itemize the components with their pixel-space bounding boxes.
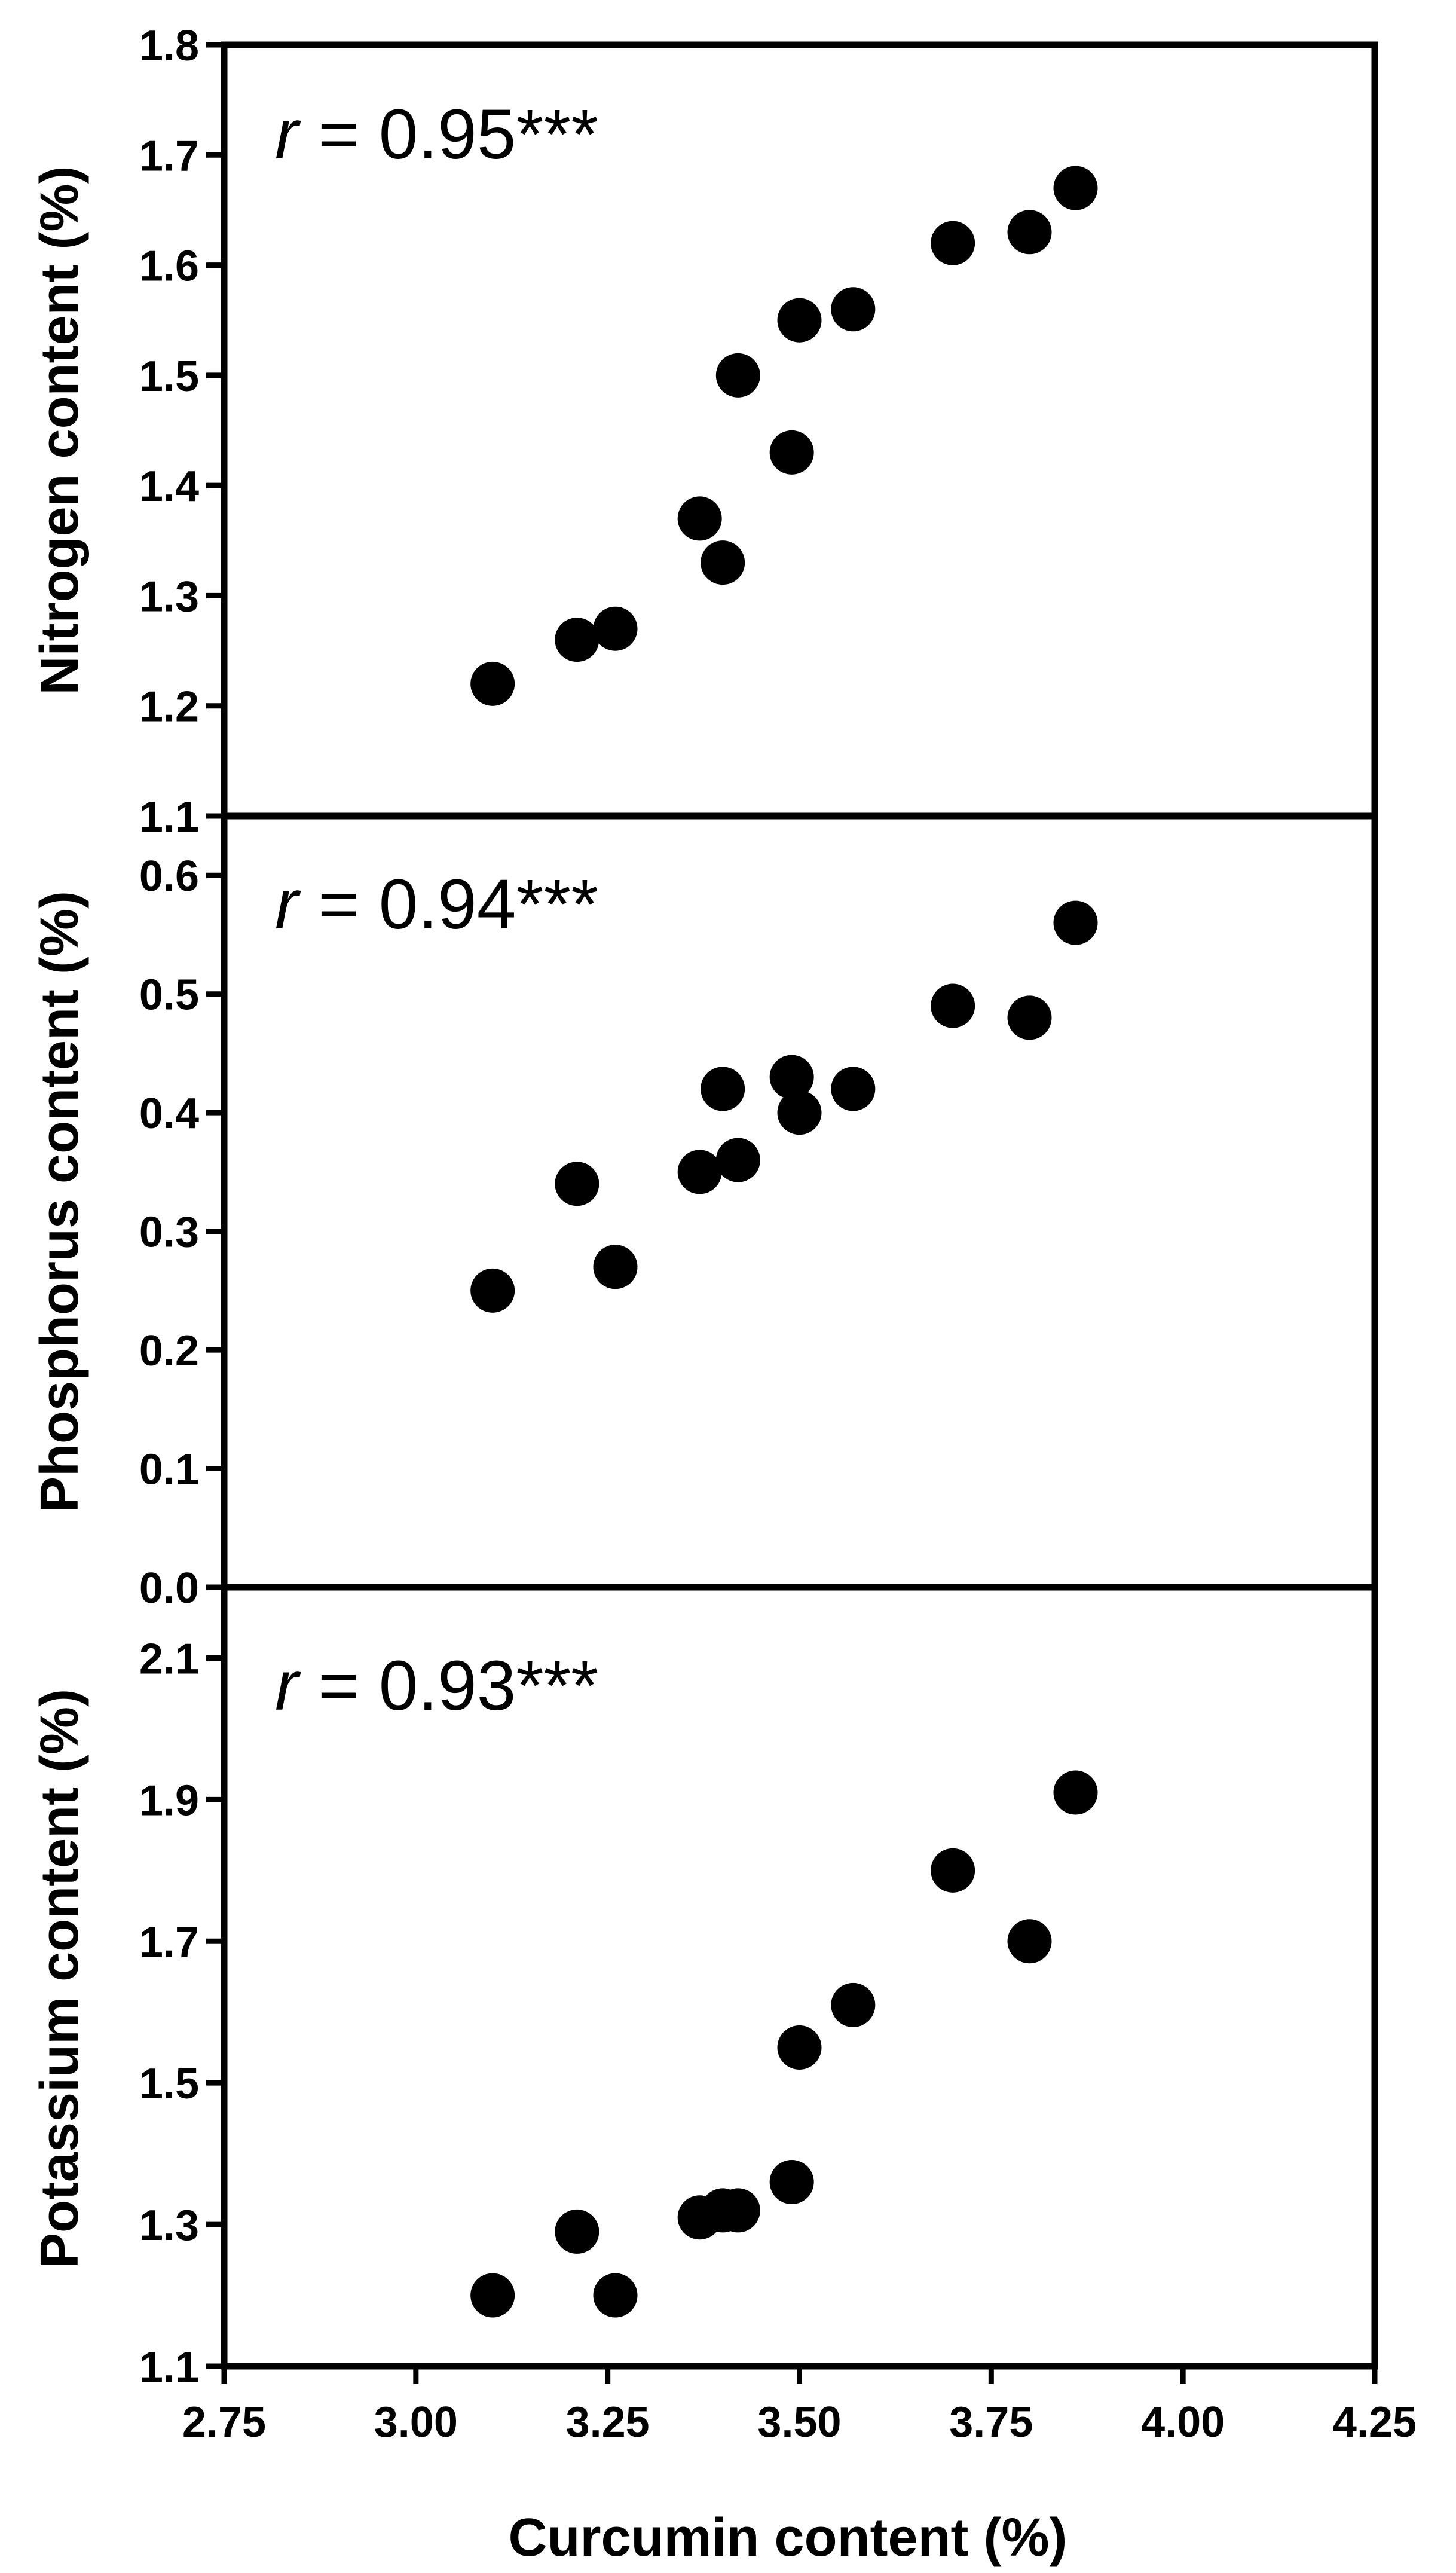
- data-point: [831, 287, 876, 332]
- panel-phosphorus-points: [470, 900, 1098, 1313]
- x-tick-label: 3.25: [566, 2398, 650, 2446]
- data-point: [831, 1982, 876, 2027]
- panel-phosphorus-yticks: 0.0 0.1 0.2 0.3 0.4 0.5 0.6: [139, 852, 224, 1612]
- data-point: [1053, 900, 1098, 945]
- x-tick-label: 3.50: [757, 2398, 841, 2446]
- data-point: [931, 1848, 975, 1893]
- panel-nitrogen-correlation-symbol: r: [275, 95, 301, 174]
- data-point: [593, 1245, 638, 1289]
- y-tick-label: 0.6: [139, 852, 199, 900]
- panel-potassium-correlation-value: = 0.93***: [298, 1646, 598, 1725]
- data-point: [593, 2273, 638, 2318]
- y-tick-label: 1.6: [139, 243, 199, 291]
- data-point: [777, 298, 822, 343]
- y-tick-label: 0.0: [139, 1564, 199, 1612]
- data-point: [555, 1162, 599, 1206]
- panel-nitrogen-correlation-value: = 0.95***: [298, 95, 598, 174]
- data-point: [931, 983, 975, 1028]
- data-point: [470, 661, 515, 706]
- y-tick-label: 0.3: [139, 1209, 199, 1257]
- y-tick-label: 1.7: [139, 1918, 199, 1966]
- y-tick-label: 1.3: [139, 2202, 199, 2250]
- y-tick-label: 0.2: [139, 1327, 199, 1375]
- y-tick-label: 1.3: [139, 573, 199, 621]
- x-axis-label: Curcumin content (%): [509, 2508, 1067, 2568]
- data-point: [470, 2273, 515, 2318]
- data-point: [777, 1090, 822, 1135]
- y-tick-label: 1.1: [139, 793, 199, 841]
- panel-phosphorus: 0.0 0.1 0.2 0.3 0.4 0.5 0.6 r = 0.94*** Phosph…: [30, 812, 1378, 1612]
- y-tick-label: 1.4: [139, 463, 199, 511]
- data-point: [769, 1055, 814, 1099]
- data-point: [715, 1138, 760, 1182]
- data-point: [701, 1067, 745, 1111]
- y-tick-label: 1.2: [139, 683, 199, 731]
- x-tick-label: 4.00: [1141, 2398, 1225, 2446]
- y-tick-label: 1.5: [139, 353, 199, 401]
- data-point: [769, 430, 814, 475]
- y-tick-label: 1.1: [139, 2343, 199, 2391]
- panel-potassium-yticks: 1.1 1.3 1.5 1.7 1.9 2.1: [139, 1635, 224, 2391]
- panel-nitrogen-points: [470, 166, 1098, 706]
- panel-nitrogen-correlation: r = 0.95***: [275, 95, 598, 174]
- x-tick-label: 2.75: [182, 2398, 266, 2446]
- panel-phosphorus-y-axis-label: Phosphorus content (%): [30, 891, 90, 1512]
- data-point: [701, 540, 745, 585]
- panel-potassium-points: [470, 1770, 1098, 2318]
- panel-phosphorus-correlation: r = 0.94***: [275, 865, 598, 944]
- panel-phosphorus-correlation-symbol: r: [275, 865, 301, 944]
- y-tick-label: 1.8: [139, 22, 199, 70]
- data-point: [1053, 1770, 1098, 1815]
- x-axis-ticks: 2.75 3.00 3.25 3.50 3.75 4.00 4.25: [182, 2366, 1417, 2446]
- panel-nitrogen: 1.1 1.2 1.3 1.4 1.5 1.6 1.7 1.8 r = 0.95*** Nit…: [30, 22, 1378, 841]
- panel-potassium-y-axis-label: Potassium content (%): [30, 1689, 90, 2269]
- data-point: [777, 2025, 822, 2070]
- data-point: [1007, 1919, 1052, 1964]
- panel-potassium-correlation-symbol: r: [275, 1646, 301, 1725]
- data-point: [931, 221, 975, 265]
- y-tick-label: 1.9: [139, 1777, 199, 1825]
- y-tick-label: 2.1: [139, 1635, 199, 1683]
- y-tick-label: 1.7: [139, 132, 199, 180]
- data-point: [769, 2160, 814, 2205]
- data-point: [1007, 995, 1052, 1040]
- data-point: [470, 1268, 515, 1313]
- data-point: [593, 606, 638, 651]
- panel-nitrogen-y-axis-label: Nitrogen content (%): [30, 166, 90, 695]
- x-tick-label: 4.25: [1333, 2398, 1417, 2446]
- data-point: [715, 2188, 760, 2233]
- panel-nitrogen-yticks: 1.1 1.2 1.3 1.4 1.5 1.6 1.7 1.8: [139, 22, 224, 841]
- panel-potassium: 1.1 1.3 1.5 1.7 1.9 2.1 r = 0.93*** Potassium…: [30, 1584, 1378, 2391]
- y-tick-label: 0.1: [139, 1446, 199, 1494]
- panel-phosphorus-correlation-value: = 0.94***: [298, 865, 598, 944]
- data-point: [1053, 166, 1098, 210]
- y-tick-label: 0.5: [139, 971, 199, 1019]
- panel-potassium-correlation: r = 0.93***: [275, 1646, 598, 1725]
- x-tick-label: 3.00: [374, 2398, 458, 2446]
- y-tick-label: 0.4: [139, 1090, 199, 1138]
- data-point: [1007, 210, 1052, 255]
- data-point: [677, 1150, 722, 1194]
- data-point: [555, 618, 599, 662]
- x-axis: 2.75 3.00 3.25 3.50 3.75 4.00 4.25 Curcumin co…: [182, 2366, 1417, 2568]
- y-tick-label: 1.5: [139, 2060, 199, 2108]
- x-tick-label: 3.75: [949, 2398, 1033, 2446]
- data-point: [555, 2209, 599, 2254]
- data-point: [715, 353, 760, 398]
- data-point: [831, 1067, 876, 1111]
- data-point: [677, 496, 722, 541]
